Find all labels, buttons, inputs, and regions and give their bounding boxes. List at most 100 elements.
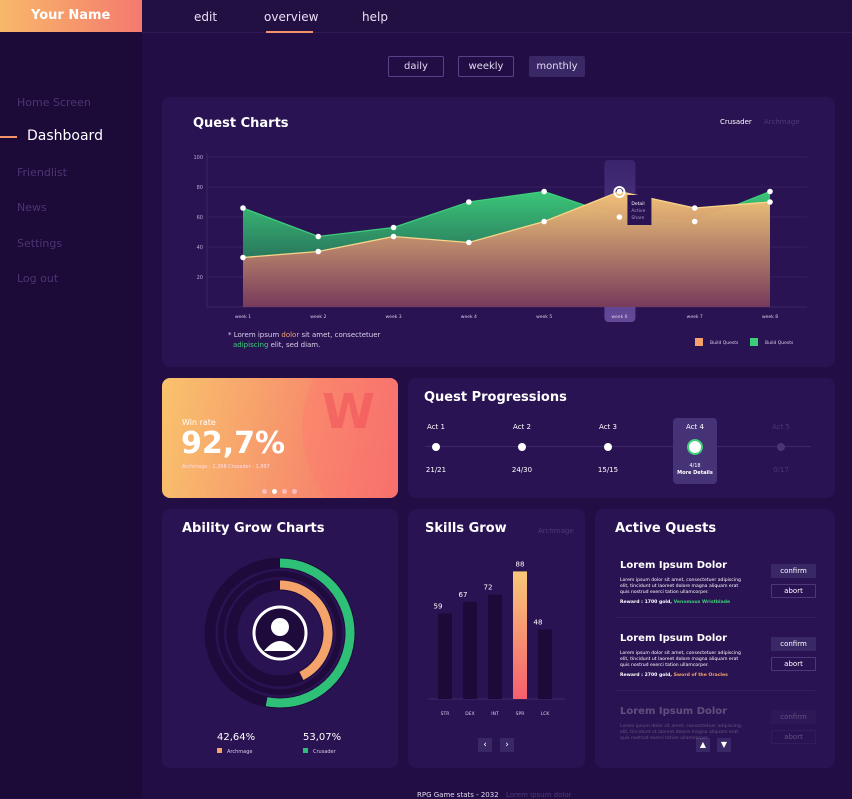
nav-item[interactable]: Friendlist xyxy=(17,166,67,179)
period-button[interactable]: monthly xyxy=(529,56,585,77)
avatar-body xyxy=(264,641,296,651)
x-tick-label: SPR xyxy=(516,711,525,717)
hover-point xyxy=(613,186,626,198)
page-dot[interactable] xyxy=(282,489,287,494)
top-tab[interactable]: help xyxy=(362,10,388,24)
nav-item[interactable]: Dashboard xyxy=(27,128,103,144)
top-tab[interactable]: overview xyxy=(264,10,319,24)
x-tick-label: week 2 xyxy=(310,314,326,320)
confirm-button[interactable]: confirm xyxy=(771,564,816,578)
value-label: 72 xyxy=(484,584,493,592)
chart-tab[interactable]: Crusader xyxy=(720,118,752,126)
act-dot xyxy=(777,443,785,451)
x-tick-label: week 4 xyxy=(461,314,477,320)
x-tick-label: STR xyxy=(441,711,450,717)
quest-title: Lorem Ipsum Dolor xyxy=(620,633,728,644)
scroll-down[interactable]: ▼ xyxy=(717,738,731,752)
act-progress: 0/17 xyxy=(773,466,789,474)
act-dot xyxy=(432,443,440,451)
act-progress: 4/18 xyxy=(689,463,701,469)
value-label: 59 xyxy=(434,602,443,610)
scroll-up[interactable]: ▲ xyxy=(696,738,710,752)
tooltip-text: Detail xyxy=(631,201,644,207)
next-button[interactable]: › xyxy=(500,738,514,752)
act-label: Act 1 xyxy=(427,423,445,431)
period-button[interactable]: daily xyxy=(388,56,444,77)
point xyxy=(616,188,623,195)
quest-reward: Reward : 1700 gold, Venomous Wristblade xyxy=(620,600,730,605)
skills-card: Skills Grow Archmage 59 STR 67 DEX 72 INT 88 SP… xyxy=(408,509,585,768)
win-value: 92,7% xyxy=(181,426,286,461)
abort-button[interactable]: abort xyxy=(771,657,816,671)
prev-button[interactable]: ‹ xyxy=(478,738,492,752)
abort-button[interactable]: abort xyxy=(771,730,816,744)
point xyxy=(315,233,322,240)
legend-label: Archmage xyxy=(227,749,252,755)
footer-link[interactable]: Lorem ipsum dolor xyxy=(506,791,572,799)
nav-item[interactable]: Home Screen xyxy=(17,96,91,109)
tooltip-text: Active xyxy=(631,208,645,214)
confirm-button[interactable]: confirm xyxy=(771,710,816,724)
act-dot xyxy=(687,439,703,455)
legend-label: Crusader xyxy=(313,749,337,755)
win-detail: Archmage : 1,308 xyxy=(182,464,227,470)
act-progress: 21/21 xyxy=(425,466,447,474)
legend-swatch xyxy=(217,748,222,753)
nav-item[interactable]: Log out xyxy=(17,272,59,285)
reward-item: Venomous Wristblade xyxy=(673,600,731,605)
note-highlight: adipiscing xyxy=(233,341,269,349)
win-label: Win rate xyxy=(182,418,216,427)
legend-swatch xyxy=(695,338,703,346)
quest-description: Lorem ipsum dolor sit amet, consectetuer… xyxy=(620,578,741,595)
nav-item[interactable]: News xyxy=(17,201,47,214)
x-tick-label: week 3 xyxy=(386,314,402,320)
value-label: 53,07% xyxy=(303,732,341,743)
ability-chart: 42,64% Archmage 53,07% Crusader xyxy=(204,557,356,755)
confirm-button[interactable]: confirm xyxy=(771,637,816,651)
tooltip xyxy=(627,195,652,225)
x-tick-label: week 7 xyxy=(687,314,703,320)
quest-chart: Quest Charts Crusader Archmage 20 40 60 80 1… xyxy=(193,116,807,346)
ring-arc xyxy=(265,558,355,708)
note-text: * Lorem ipsum xyxy=(228,331,282,339)
act-label: Act 5 xyxy=(772,423,790,431)
bar xyxy=(513,571,527,699)
nav-item[interactable]: Settings xyxy=(17,237,63,250)
period-button[interactable]: weekly xyxy=(458,56,514,77)
quest-item: Lorem Ipsum Dolor Lorem ipsum dolor sit a… xyxy=(595,557,835,627)
page-dot[interactable] xyxy=(292,489,297,494)
quest-title: Lorem Ipsum Dolor xyxy=(620,706,728,717)
y-tick-label: 20 xyxy=(197,275,203,281)
chart-tab[interactable]: Archmage xyxy=(538,527,574,535)
x-tick-label: DEX xyxy=(465,711,474,717)
page-dot[interactable] xyxy=(272,489,277,494)
chart-title: Quest Charts xyxy=(193,116,289,131)
decor xyxy=(302,378,398,498)
note-text: elit, sed diam. xyxy=(268,341,321,349)
y-tick-label: 80 xyxy=(197,185,203,191)
ring-track xyxy=(218,571,342,695)
line xyxy=(242,190,771,259)
quest-item: Lorem Ipsum Dolor Lorem ipsum dolor sit a… xyxy=(595,630,835,700)
top-tab[interactable]: edit xyxy=(194,10,218,24)
footer-text: RPG Game stats - 2032 xyxy=(417,791,499,799)
abort-button[interactable]: abort xyxy=(771,584,816,598)
act-dot xyxy=(518,443,526,451)
x-tick-label: week 5 xyxy=(536,314,552,320)
point xyxy=(390,233,397,240)
card-title: Active Quests xyxy=(615,521,717,536)
chart-tab[interactable]: Archmage xyxy=(764,118,800,126)
act-label: Act 3 xyxy=(599,423,617,431)
bar xyxy=(488,594,502,699)
more-details[interactable]: More Details xyxy=(677,470,713,476)
quest-chart-card: Quest Charts Crusader Archmage 20 40 60 80 1… xyxy=(162,97,835,367)
legend-label: Build Quests xyxy=(765,340,794,346)
win-rate-card: W Win rate 92,7% Archmage : 1,308 Crusad… xyxy=(162,378,398,498)
legend-swatch xyxy=(750,338,758,346)
page-dot[interactable] xyxy=(262,489,267,494)
card-title: Quest Progressions xyxy=(424,390,567,405)
reward-text: Reward : 1700 gold, xyxy=(620,600,674,605)
bar xyxy=(438,613,452,699)
x-tick-label: INT xyxy=(491,711,499,717)
